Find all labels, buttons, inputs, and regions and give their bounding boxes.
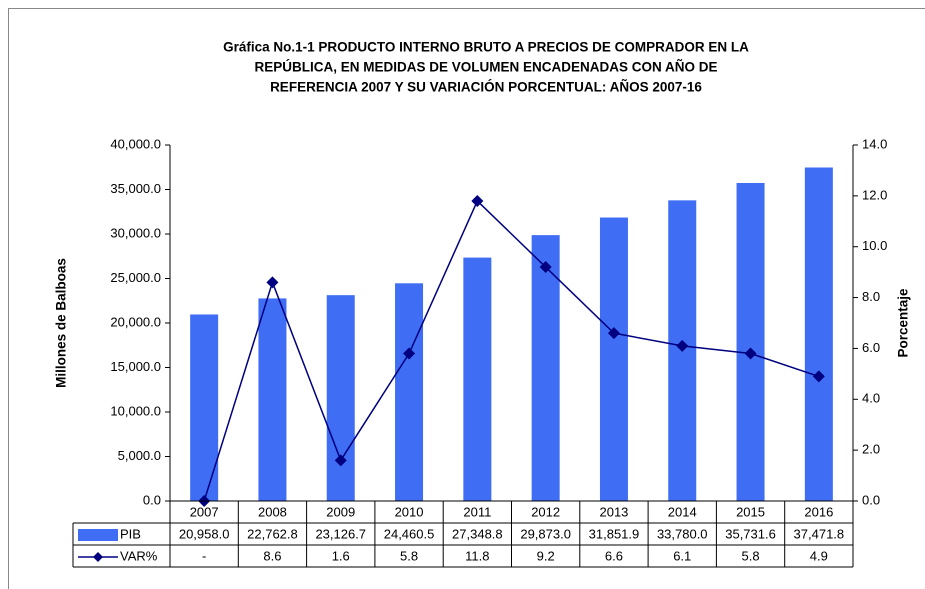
y2-tick-label: 8.0: [862, 289, 880, 304]
marker: [744, 347, 757, 360]
y2-axis-label: Porcentaje: [896, 288, 911, 358]
table-value: 27,348.8: [452, 526, 503, 541]
table-value: 6.6: [605, 548, 623, 563]
table-value: 35,731.6: [725, 526, 776, 541]
table-value: 23,126.7: [315, 526, 366, 541]
chart-border: [8, 8, 925, 589]
x-tick-label: 2014: [668, 504, 697, 519]
bar: [258, 298, 287, 501]
y-tick-label: 0.0: [143, 492, 161, 507]
y-tick-label: 5,000.0: [118, 448, 161, 463]
x-tick-label: 2008: [258, 504, 287, 519]
legend-swatch: [78, 529, 118, 541]
y-axis-label: Millones de Balboas: [54, 258, 69, 388]
bar: [804, 167, 833, 501]
legend-label: PIB: [120, 526, 141, 541]
bar: [190, 314, 219, 501]
y2-tick-label: 2.0: [862, 442, 880, 457]
x-tick-label: 2016: [804, 504, 833, 519]
marker: [334, 454, 347, 467]
y-tick-label: 20,000.0: [110, 314, 161, 329]
table-value: 24,460.5: [384, 526, 435, 541]
y2-tick-label: 4.0: [862, 391, 880, 406]
table-value: 31,851.9: [589, 526, 640, 541]
y2-tick-label: 0.0: [862, 492, 880, 507]
y2-tick-label: 6.0: [862, 340, 880, 355]
bar: [531, 235, 560, 501]
x-tick-label: 2009: [326, 504, 355, 519]
y-tick-label: 40,000.0: [110, 136, 161, 151]
bar: [599, 217, 628, 501]
x-tick-label: 2015: [736, 504, 765, 519]
table-value: 37,471.8: [794, 526, 845, 541]
marker: [812, 370, 825, 383]
table-value: 5.8: [400, 548, 418, 563]
chart-title: REPÚBLICA, EN MEDIDAS DE VOLUMEN ENCADEN…: [254, 60, 717, 75]
marker: [471, 194, 484, 207]
table-value: 11.8: [465, 548, 489, 563]
y2-tick-label: 14.0: [862, 136, 887, 151]
table-value: 22,762.8: [247, 526, 298, 541]
y-tick-label: 35,000.0: [110, 181, 161, 196]
x-tick-label: 2013: [599, 504, 628, 519]
bar: [463, 257, 492, 501]
y-tick-label: 15,000.0: [110, 359, 161, 374]
chart-title: REFERENCIA 2007 Y SU VARIACIÓN PORCENTUA…: [270, 80, 702, 95]
table-value: -: [202, 548, 206, 563]
legend-label: VAR%: [120, 548, 158, 563]
legend-marker: [93, 552, 103, 562]
table-value: 5.8: [742, 548, 760, 563]
table-value: 6.1: [673, 548, 691, 563]
y-tick-label: 10,000.0: [110, 403, 161, 418]
marker: [266, 276, 279, 289]
table-value: 1.6: [332, 548, 350, 563]
chart-title: Gráfica No.1-1 PRODUCTO INTERNO BRUTO A …: [223, 40, 749, 55]
y-tick-label: 25,000.0: [110, 270, 161, 285]
y2-tick-label: 12.0: [862, 187, 887, 202]
x-tick-label: 2007: [190, 504, 219, 519]
table-value: 29,873.0: [520, 526, 571, 541]
marker: [607, 327, 620, 340]
marker: [539, 261, 552, 274]
bar: [326, 295, 355, 501]
table-value: 9.2: [537, 548, 555, 563]
marker: [676, 339, 689, 352]
table-value: 33,780.0: [657, 526, 708, 541]
table-value: 8.6: [263, 548, 281, 563]
y-tick-label: 30,000.0: [110, 225, 161, 240]
line: [203, 199, 820, 502]
marker: [403, 347, 416, 360]
table-value: 4.9: [810, 548, 828, 563]
table-value: 20,958.0: [179, 526, 230, 541]
y2-tick-label: 10.0: [862, 238, 887, 253]
x-tick-label: 2012: [531, 504, 560, 519]
x-tick-label: 2011: [463, 504, 491, 519]
bar: [395, 283, 424, 501]
x-tick-label: 2010: [395, 504, 424, 519]
bar: [736, 182, 765, 501]
